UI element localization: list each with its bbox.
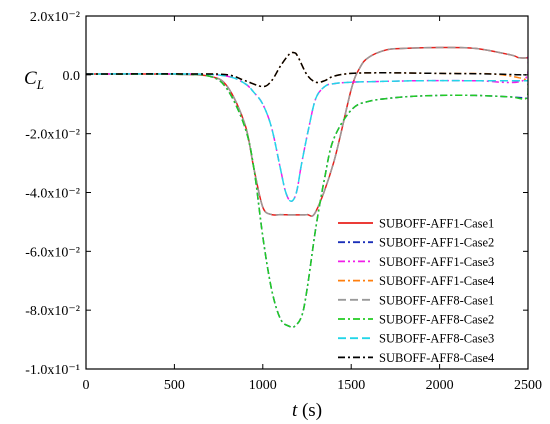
series-line-6 [86,73,528,329]
series-line-1 [86,46,528,217]
y-tick-label: -8.0x10⁻² [25,304,80,319]
x-axis-unit: (s) [297,400,322,421]
x-tick-label: 500 [164,378,185,393]
legend-label: SUBOFF-AFF8-Case1 [379,293,494,307]
legend-label: SUBOFF-AFF8-Case3 [379,332,494,346]
legend-label: SUBOFF-AFF8-Case2 [379,313,494,327]
legend-label: SUBOFF-AFF1-Case2 [379,236,494,250]
y-tick-label: -6.0x10⁻² [25,245,80,260]
y-tick-label: 0.0 [63,69,81,84]
legend: SUBOFF-AFF1-Case1 SUBOFF-AFF1-Case2 SUBOFF… [338,217,495,365]
tick-labels: 0 500 1000 1500 2000 2500 2.0x10⁻² 0.0 -2.0x10⁻²… [25,10,542,393]
x-tick-label: 2000 [426,378,454,393]
x-axis-var: t [292,400,298,421]
y-axis-title: CL [24,68,44,92]
series-layer [86,46,528,329]
legend-label: SUBOFF-AFF1-Case4 [379,274,495,288]
y-tick-label: -2.0x10⁻² [25,128,80,143]
x-tick-label: 1500 [337,378,365,393]
legend-label: SUBOFF-AFF8-Case4 [379,351,495,365]
series-line-3 [86,55,528,203]
x-axis-title: t (s) [292,400,322,421]
y-tick-label: -1.0x10⁻¹ [25,363,80,378]
series-line-5 [86,46,528,217]
x-tick-label: 0 [83,378,90,393]
series-line-7 [86,73,528,203]
y-axis-var: C [24,68,37,89]
y-tick-label: 2.0x10⁻² [30,10,80,25]
y-tick-label: -4.0x10⁻² [25,187,80,202]
x-tick-label: 2500 [514,378,542,393]
x-tick-label: 1000 [249,378,277,393]
legend-label: SUBOFF-AFF1-Case1 [379,217,494,231]
series-line-8 [86,51,528,88]
legend-label: SUBOFF-AFF1-Case3 [379,255,494,269]
y-axis-subscript: L [36,77,44,92]
series-line-4 [86,51,528,88]
ticks-layer [85,15,529,370]
